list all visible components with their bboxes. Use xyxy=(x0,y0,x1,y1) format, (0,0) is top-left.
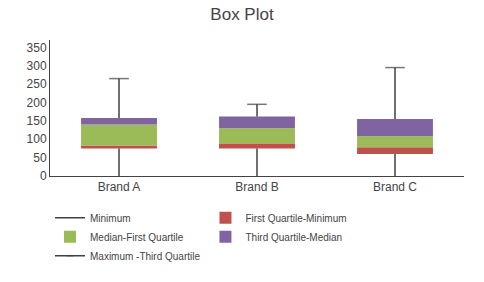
svg-text:100: 100 xyxy=(27,132,47,146)
svg-text:150: 150 xyxy=(27,114,47,128)
svg-text:First Quartile-Minimum: First Quartile-Minimum xyxy=(245,213,346,224)
svg-text:Maximum -Third Quartile: Maximum -Third Quartile xyxy=(90,251,200,262)
svg-text:Brand B: Brand B xyxy=(235,180,278,194)
svg-text:0: 0 xyxy=(40,169,47,183)
svg-text:200: 200 xyxy=(27,96,47,110)
svg-text:Median-First Quartile: Median-First Quartile xyxy=(90,232,184,243)
svg-text:300: 300 xyxy=(27,59,47,73)
svg-text:Minimum: Minimum xyxy=(90,213,131,224)
svg-text:Third Quartile-Median: Third Quartile-Median xyxy=(245,232,342,243)
svg-text:Brand A: Brand A xyxy=(98,180,141,194)
svg-text:350: 350 xyxy=(27,41,47,55)
svg-text:250: 250 xyxy=(27,77,47,91)
svg-text:Box Plot: Box Plot xyxy=(210,5,274,24)
svg-text:50: 50 xyxy=(33,151,47,165)
svg-text:Brand C: Brand C xyxy=(373,180,417,194)
